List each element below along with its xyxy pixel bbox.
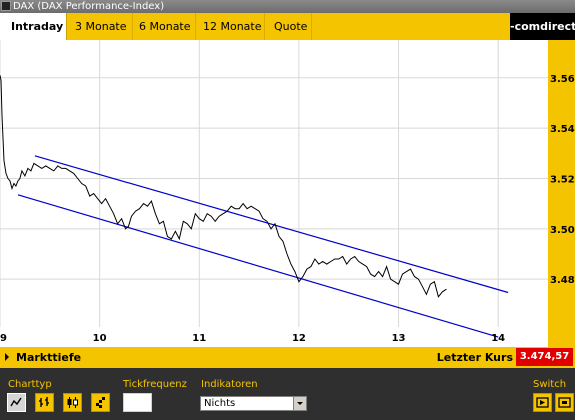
y-axis-panel: [548, 40, 575, 347]
tab-6-monate[interactable]: 6 Monate: [133, 13, 196, 40]
chart-type-line-button[interactable]: [7, 393, 26, 412]
y-tick-label: 3.480: [550, 275, 575, 286]
tab-12-monate[interactable]: 12 Monate: [196, 13, 265, 40]
switch-right-icon: [558, 397, 571, 408]
tab-3-monate[interactable]: 3 Monate: [67, 13, 133, 40]
y-tick-label: 3.540: [550, 124, 575, 135]
trend-line-lower: [17, 194, 499, 338]
x-tick-label: 11: [192, 333, 206, 344]
x-tick-label: 9: [0, 333, 7, 344]
switch-right-button[interactable]: [555, 393, 574, 412]
price-chart[interactable]: 3.560 3.540 3.520 3.500 3.480 9 10 11 12 13 14: [0, 40, 575, 347]
tab-intraday[interactable]: Intraday: [0, 13, 67, 40]
trend-line-upper: [34, 155, 509, 294]
point-chart-icon: [96, 397, 105, 408]
switch-left-icon: [536, 397, 549, 408]
tick-frequency-label: Tickfrequenz: [123, 379, 187, 390]
expand-arrow-icon[interactable]: [5, 353, 9, 361]
chart-type-ohlc-button[interactable]: [35, 393, 54, 412]
chart-type-label: Charttyp: [8, 379, 52, 390]
indicators-label: Indikatoren: [201, 379, 258, 390]
switch-left-button[interactable]: [533, 393, 552, 412]
chart-type-points-button[interactable]: [91, 393, 110, 412]
price-chart-svg: 3.560 3.540 3.520 3.500 3.480 9 10 11 12 13 14: [0, 40, 575, 347]
market-info-bar: Markttiefe Letzter Kurs 3.474,57: [0, 347, 575, 368]
price-series: [0, 75, 447, 298]
chart-toolbar: Charttyp Tickfrequenz Indikatoren Switch: [0, 368, 575, 420]
tab-quote[interactable]: Quote: [265, 13, 312, 40]
window-title-bar: DAX (DAX Performance-Index): [0, 0, 575, 13]
app-icon: [1, 1, 11, 11]
x-tick-label: 10: [93, 333, 107, 344]
last-price-label: Letzter Kurs: [436, 351, 513, 364]
chevron-down-icon[interactable]: [293, 397, 306, 410]
price-line-0: [0, 75, 447, 298]
ohlc-bars-icon: [39, 397, 49, 407]
line-chart-icon: [10, 397, 22, 407]
comdirect-logo: -comdirect: [510, 13, 575, 40]
trend-channel: [17, 155, 509, 338]
tick-frequency-input[interactable]: [123, 393, 152, 412]
chart-grid: [0, 40, 548, 327]
market-depth-link[interactable]: Markttiefe: [16, 351, 82, 364]
y-tick-label: 3.520: [550, 174, 575, 185]
window-title: DAX (DAX Performance-Index): [13, 1, 165, 12]
x-tick-label: 12: [292, 333, 306, 344]
y-tick-label: 3.500: [550, 225, 575, 236]
chart-type-candlestick-button[interactable]: [63, 393, 82, 412]
candlestick-icon: [67, 397, 78, 408]
x-tick-label: 13: [392, 333, 406, 344]
x-tick-label: 14: [491, 333, 505, 344]
indicator-selected-value: Nichts: [204, 398, 236, 409]
timeframe-tab-bar: Intraday 3 Monate 6 Monate 12 Monate Quo…: [0, 13, 575, 40]
y-tick-label: 3.560: [550, 74, 575, 85]
y-tick-labels: 3.560 3.540 3.520 3.500 3.480: [550, 74, 575, 286]
switch-label: Switch: [533, 379, 567, 390]
last-price-value: 3.474,57: [516, 348, 573, 366]
indicator-select[interactable]: Nichts: [200, 396, 307, 411]
x-tick-labels: 9 10 11 12 13 14: [0, 333, 505, 344]
